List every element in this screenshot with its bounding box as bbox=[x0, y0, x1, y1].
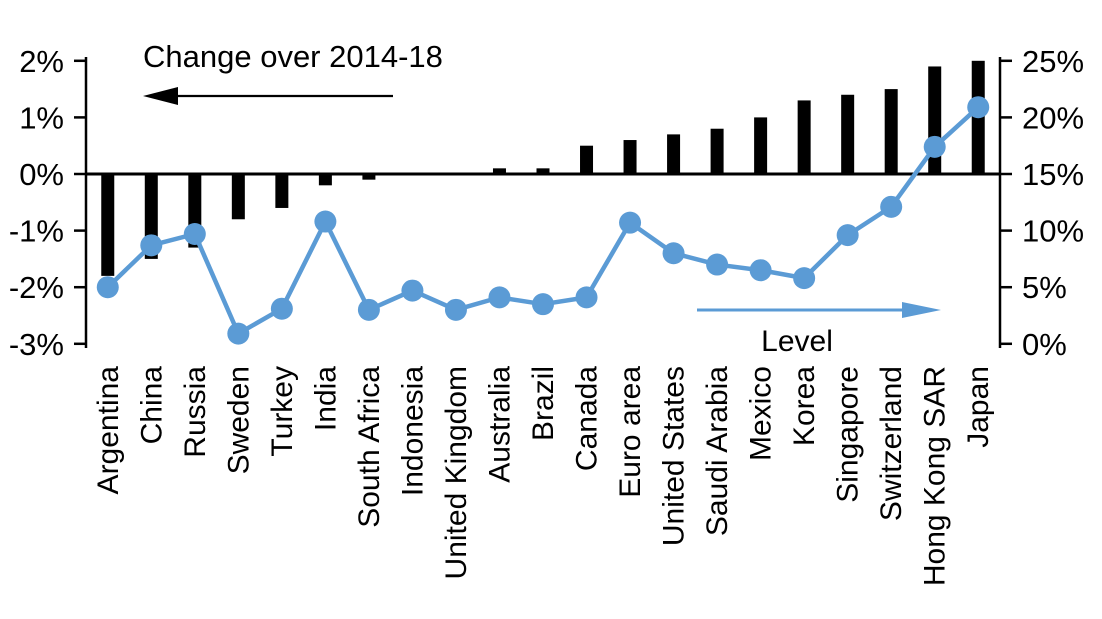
left-axis-tick-label: -1% bbox=[9, 214, 64, 249]
bar bbox=[318, 174, 332, 186]
level-point bbox=[270, 297, 293, 320]
category-label: Australia bbox=[483, 366, 516, 483]
right-axis-tick-label: 15% bbox=[1022, 157, 1084, 192]
level-point bbox=[793, 267, 816, 290]
category-label: Singapore bbox=[832, 366, 865, 503]
level-point bbox=[923, 135, 946, 158]
category-label: Argentina bbox=[92, 366, 125, 495]
level-point bbox=[836, 224, 859, 247]
level-point bbox=[619, 211, 642, 234]
left-arrow-icon bbox=[143, 87, 178, 105]
level-point bbox=[575, 286, 598, 309]
bar bbox=[275, 174, 289, 208]
level-point bbox=[967, 96, 990, 119]
category-label: United Kingdom bbox=[440, 366, 473, 579]
category-label: India bbox=[309, 366, 342, 431]
category-label: Switzerland bbox=[875, 366, 908, 521]
level-point bbox=[880, 195, 903, 218]
level-point bbox=[227, 322, 250, 345]
level-point bbox=[96, 276, 119, 299]
category-label: Sweden bbox=[222, 366, 255, 474]
level-point bbox=[488, 286, 511, 309]
level-point bbox=[401, 279, 424, 302]
right-axis-tick-label: 0% bbox=[1022, 327, 1067, 362]
level-point bbox=[444, 298, 467, 321]
left-axis-tick-label: 2% bbox=[19, 44, 64, 79]
right-axis-tick-label: 25% bbox=[1022, 44, 1084, 79]
bar bbox=[492, 168, 506, 174]
bar bbox=[580, 145, 594, 174]
bar bbox=[928, 66, 942, 174]
bar bbox=[231, 174, 245, 220]
category-label: Indonesia bbox=[396, 366, 429, 496]
category-label: Hong Kong SAR bbox=[919, 366, 952, 586]
level-point bbox=[662, 242, 685, 265]
level-point bbox=[183, 222, 206, 245]
category-label: South Africa bbox=[353, 366, 386, 528]
level-point bbox=[357, 298, 380, 321]
category-label: Saudi Arabia bbox=[701, 366, 734, 536]
bar bbox=[884, 89, 898, 174]
bar bbox=[536, 168, 550, 174]
category-label: Russia bbox=[179, 366, 212, 458]
category-label: Brazil bbox=[527, 366, 560, 441]
bar bbox=[362, 174, 376, 180]
left-axis-tick-label: -3% bbox=[9, 327, 64, 362]
category-label: Euro area bbox=[614, 366, 647, 498]
category-label: Japan bbox=[962, 366, 995, 448]
left-axis-tick-label: -2% bbox=[9, 270, 64, 305]
category-label: Korea bbox=[788, 366, 821, 446]
category-label: Mexico bbox=[745, 366, 778, 461]
bar bbox=[623, 140, 637, 174]
bar bbox=[797, 100, 811, 174]
bar bbox=[710, 128, 724, 174]
category-label: China bbox=[135, 366, 168, 445]
category-label: United States bbox=[658, 366, 691, 546]
left-axis-tick-label: 1% bbox=[19, 100, 64, 135]
level-point bbox=[314, 210, 337, 233]
bar-series-label: Change over 2014-18 bbox=[143, 39, 443, 74]
right-axis-tick-label: 5% bbox=[1022, 270, 1067, 305]
line-series-label: Level bbox=[761, 325, 833, 358]
left-axis-tick-label: 0% bbox=[19, 157, 64, 192]
bar bbox=[754, 117, 768, 174]
bar bbox=[101, 174, 115, 276]
level-point bbox=[532, 293, 554, 316]
category-label: Turkey bbox=[266, 366, 299, 457]
right-axis-tick-label: 10% bbox=[1022, 214, 1084, 249]
bar bbox=[667, 134, 681, 174]
right-arrow-icon bbox=[902, 302, 941, 318]
level-point bbox=[749, 259, 772, 282]
category-label: Canada bbox=[571, 366, 604, 471]
level-point bbox=[140, 234, 163, 257]
right-axis-tick-label: 20% bbox=[1022, 100, 1084, 135]
level-point bbox=[706, 253, 729, 276]
bar bbox=[841, 94, 855, 174]
